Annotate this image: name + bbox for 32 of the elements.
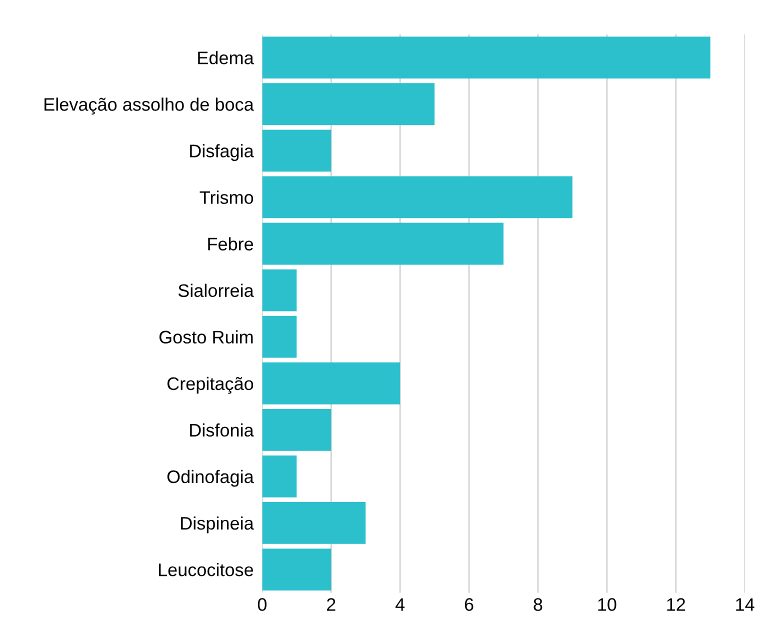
- bar: [262, 222, 504, 265]
- bar: [262, 130, 332, 172]
- y-tick-label: Febre: [208, 237, 254, 250]
- x-tick-label: 12: [667, 598, 685, 611]
- y-tick-label: Elevação assolho de boca: [44, 98, 254, 114]
- y-tick-label: Trismo: [200, 190, 254, 204]
- x-tick-label: 2: [327, 598, 336, 611]
- y-tick-label: Gosto Ruim: [159, 330, 253, 344]
- bar: [262, 362, 400, 404]
- y-tick-label: Dispineia: [181, 516, 254, 534]
- y-tick-label: Sialorreia: [178, 284, 254, 298]
- y-tick-label: Edema: [198, 51, 254, 64]
- y-tick-label: Disfonia: [190, 423, 254, 437]
- y-tick-label: Crepitação: [167, 376, 254, 394]
- x-tick-label: 14: [736, 598, 754, 611]
- x-tick-label: 10: [598, 598, 616, 611]
- y-tick-label: Odinofagia: [167, 470, 254, 487]
- bar: [262, 502, 366, 544]
- y-tick-label: Disfagia: [190, 144, 254, 161]
- bar: [262, 548, 332, 590]
- bar: [262, 83, 435, 126]
- bar: [262, 36, 710, 79]
- x-tick-label: 8: [534, 598, 542, 611]
- bar: [262, 269, 297, 312]
- bar: [262, 456, 297, 498]
- bar: [262, 408, 332, 451]
- bar: [262, 176, 572, 218]
- y-tick-label: Leucocitose: [158, 562, 254, 576]
- x-tick-label: 6: [464, 598, 474, 611]
- x-tick-label: 4: [395, 598, 405, 611]
- x-tick-label: 0: [258, 598, 267, 611]
- bar: [262, 316, 297, 358]
